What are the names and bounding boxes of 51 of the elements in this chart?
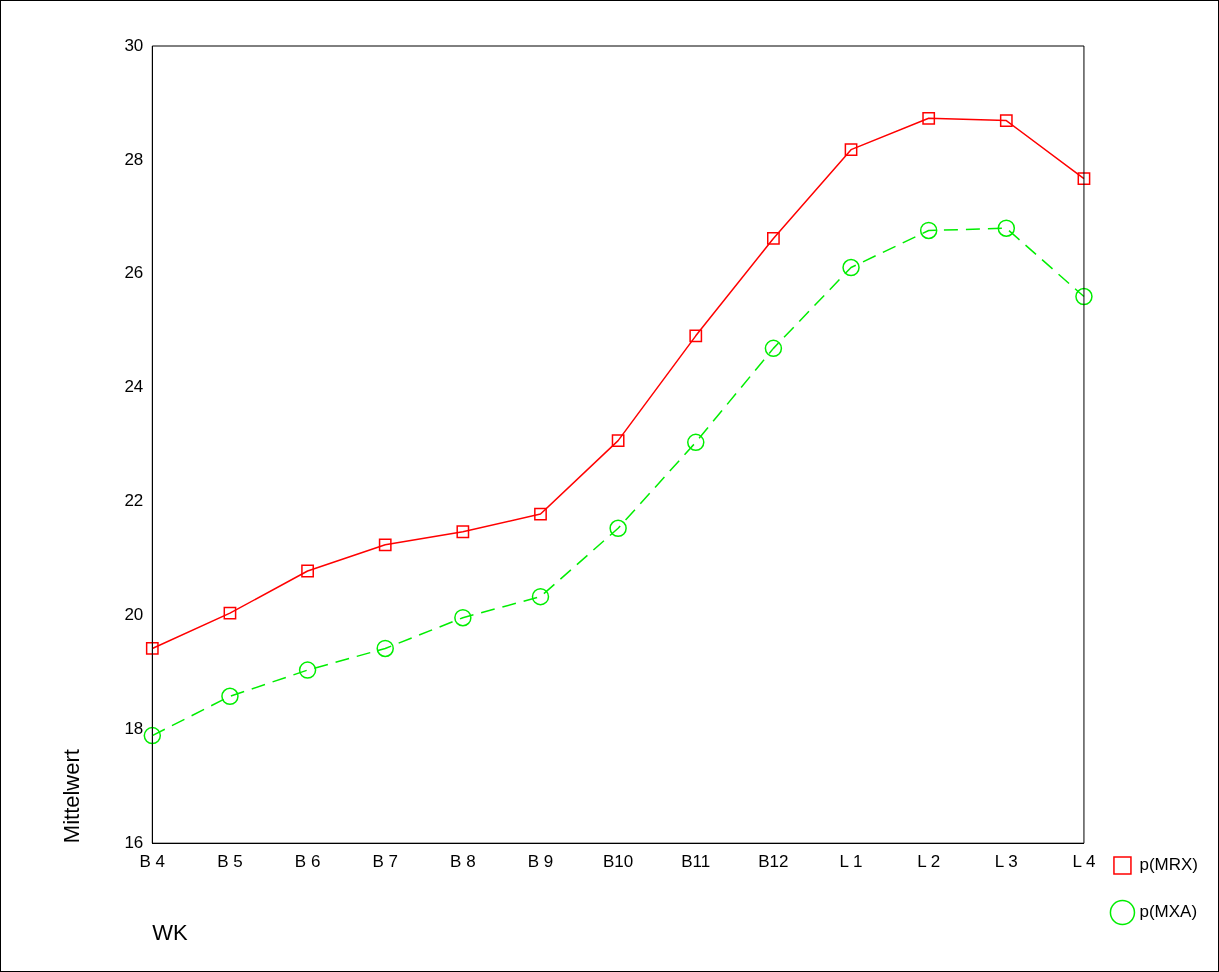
x-tick-label: L 1 (839, 852, 863, 872)
y-tick-label: 30 (124, 35, 144, 55)
point (997, 219, 1016, 237)
point (764, 339, 783, 358)
y-tick-label: 28 (124, 149, 144, 169)
x-tick-label: B11 (681, 852, 711, 872)
x-tick-label: B 9 (527, 852, 554, 872)
point (531, 587, 550, 606)
x-tick-label: B 4 (139, 852, 166, 872)
point (689, 329, 703, 343)
x-tick-label: B12 (758, 852, 789, 872)
point (842, 258, 860, 277)
point (844, 143, 858, 157)
x-tick-label: L 4 (1072, 852, 1096, 872)
point (143, 726, 162, 745)
x-tick-label: L 2 (917, 852, 941, 872)
point (454, 608, 472, 627)
point (223, 606, 237, 620)
point (609, 519, 627, 538)
y-tick-label: 18 (124, 719, 144, 738)
y-tick-label: 20 (124, 605, 144, 625)
x-tick-label: B 6 (294, 852, 321, 872)
point (999, 114, 1013, 127)
point (1077, 172, 1091, 186)
y-tick-label: 22 (124, 491, 144, 511)
point (298, 661, 317, 679)
point (1075, 287, 1093, 306)
point (766, 232, 780, 245)
point (221, 687, 239, 706)
x-tick-label: B10 (603, 852, 634, 872)
x-tick-label: L 3 (994, 852, 1018, 872)
point (687, 433, 705, 452)
y-tick-label: 24 (124, 377, 144, 397)
y-axis-title: Mittelwert (59, 749, 85, 844)
point (611, 434, 625, 448)
point (145, 642, 159, 655)
legend-label: p(MRX) (1139, 855, 1199, 875)
x-tick-label: B 7 (372, 852, 398, 872)
point (922, 111, 936, 125)
point (456, 525, 470, 539)
legend-label: p(MXA) (1139, 902, 1198, 922)
x-axis-title: WK (152, 919, 189, 945)
point (376, 639, 394, 658)
point (534, 507, 547, 521)
y-tick-label: 26 (124, 263, 144, 283)
x-tick-label: B 8 (450, 852, 476, 872)
point (919, 221, 938, 240)
point (301, 564, 314, 578)
x-tick-label: B 5 (217, 852, 243, 872)
point (378, 538, 392, 552)
y-tick-label: 16 (124, 832, 144, 852)
